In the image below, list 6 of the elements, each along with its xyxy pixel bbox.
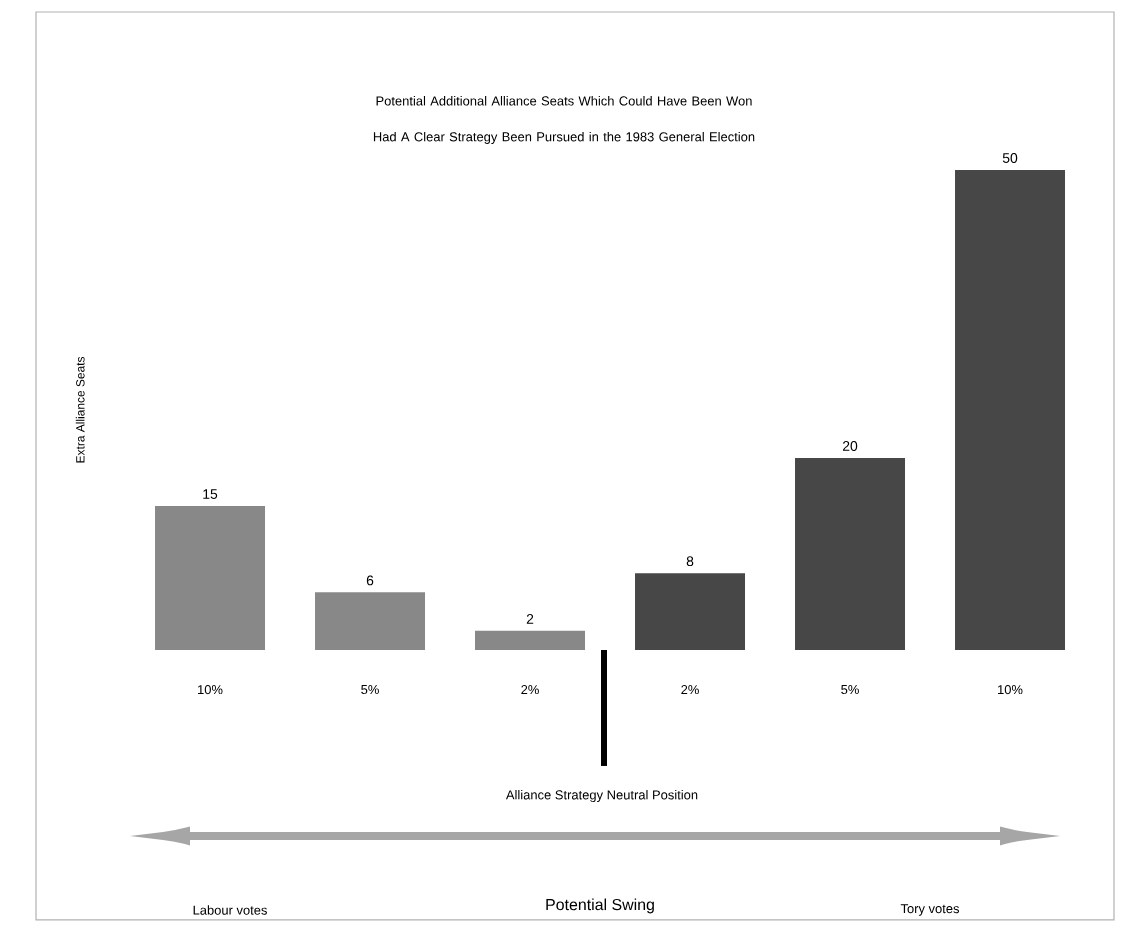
bar [315,592,426,650]
bar [635,573,746,650]
bar [955,169,1066,650]
bar [155,505,266,650]
bar [475,630,586,650]
bar [795,457,906,650]
